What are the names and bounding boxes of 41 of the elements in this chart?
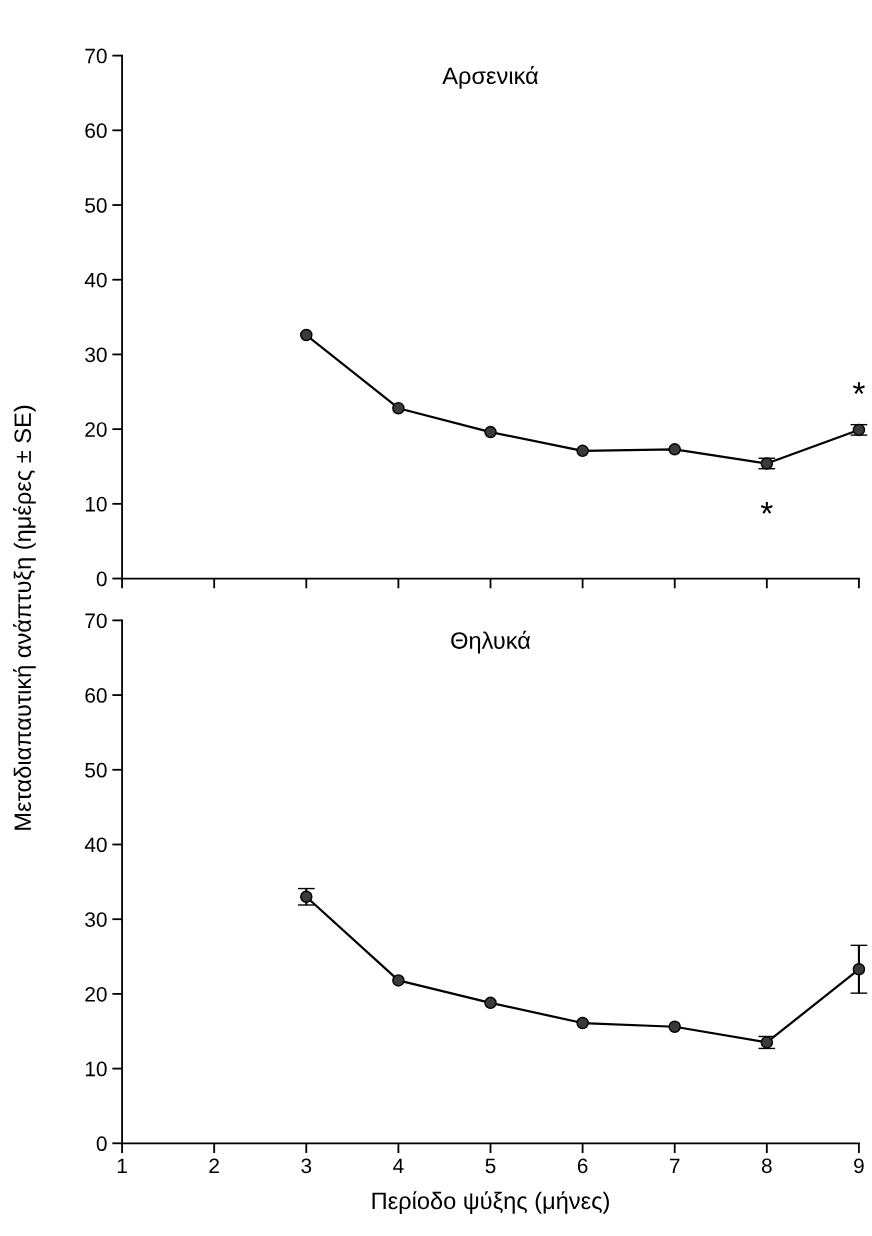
y-axis-title: Μεταδιαπαυτική ανάπτυξη (ημέρες ± SE): [13, 405, 36, 830]
point: [300, 328, 313, 342]
y-tick-label: 0: [96, 1136, 107, 1152]
y-tick-label: 70: [85, 48, 107, 64]
x-tick-label: 2: [209, 1158, 219, 1173]
chart-title: Θηλυκά: [451, 630, 531, 654]
y-tick-label: 40: [84, 272, 107, 288]
x-tick-label: 9: [854, 1158, 864, 1174]
x-tick-label: 1: [117, 1158, 127, 1173]
annotation: *: [760, 501, 773, 514]
point: [668, 443, 681, 456]
point: [576, 444, 589, 458]
y-tick-label: 60: [85, 123, 107, 139]
point: [668, 1020, 681, 1034]
y-tick-label: 0: [96, 571, 107, 587]
x-axis-title: Περίοδο ψύξης (μήνες): [372, 1191, 609, 1214]
x-tick-label: 8: [761, 1158, 772, 1174]
annotation: *: [852, 382, 865, 394]
y-tick-label: 50: [85, 762, 107, 778]
point: [392, 974, 405, 987]
x-tick-label: 3: [301, 1158, 312, 1174]
point: [484, 425, 497, 439]
y-tick-label: 50: [85, 198, 107, 213]
y-tick-label: 70: [85, 613, 107, 629]
y-tick-label: 60: [85, 688, 107, 703]
point: [484, 996, 497, 1010]
point: [852, 962, 866, 976]
chart-title: Αρσενικά: [442, 66, 539, 89]
x-tick-label: 4: [393, 1158, 404, 1173]
y-tick-label: 40: [84, 837, 107, 853]
y-tick-label: 20: [85, 986, 107, 1002]
x-tick-label: 6: [577, 1158, 588, 1174]
point: [392, 401, 405, 415]
point: [576, 1016, 589, 1030]
y-tick-label: 30: [85, 347, 107, 363]
x-tick-label: 7: [669, 1158, 680, 1173]
y-tick-label: 30: [85, 912, 107, 927]
y-tick-label: 20: [85, 422, 107, 437]
x-tick-label: 5: [485, 1158, 496, 1174]
y-tick-label: 10: [85, 496, 107, 512]
y-tick-label: 10: [85, 1061, 107, 1077]
